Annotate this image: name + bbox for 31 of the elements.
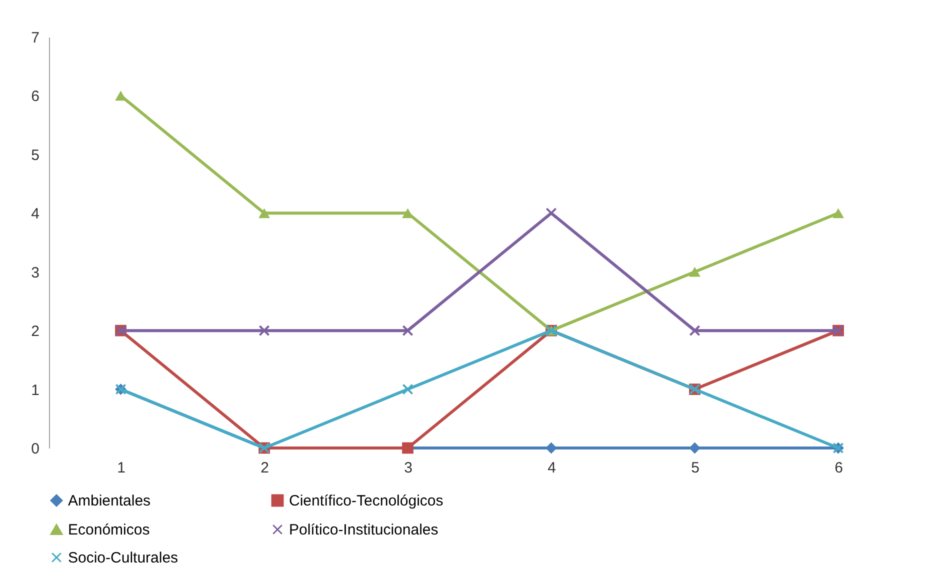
y-tick-label: 4 [31, 206, 40, 223]
point [402, 384, 414, 395]
point [402, 325, 414, 336]
legend-label: Científico-Tecnológicos [289, 492, 444, 510]
x-tick-label: 6 [834, 460, 843, 476]
point [258, 325, 270, 336]
x-tick-label: 4 [548, 460, 556, 476]
point [689, 442, 700, 454]
x-tick-label: 5 [691, 460, 700, 476]
legend-label: Ambientales [68, 492, 151, 510]
y-tick-label: 5 [31, 146, 40, 164]
legend-label: Económicos [68, 522, 150, 538]
point [546, 208, 557, 219]
y-tick-label: 2 [31, 323, 40, 340]
x-tick-label: 3 [404, 460, 412, 476]
x-tick-label: 1 [117, 460, 126, 476]
point [258, 208, 270, 218]
legend-label: Socio-Culturales [68, 550, 178, 566]
point [689, 266, 700, 277]
y-tick-label: 6 [31, 88, 40, 106]
point [689, 325, 700, 336]
point [832, 208, 844, 218]
point [115, 90, 126, 101]
legend-label: Político-Institucionales [289, 522, 438, 538]
point [402, 208, 414, 218]
y-tick-label: 0 [31, 440, 40, 458]
x-tick-label: 2 [260, 460, 269, 476]
y-tick-label: 1 [31, 382, 40, 399]
y-tick-label: 7 [31, 30, 40, 46]
point [546, 442, 557, 454]
y-tick-label: 3 [31, 264, 40, 282]
